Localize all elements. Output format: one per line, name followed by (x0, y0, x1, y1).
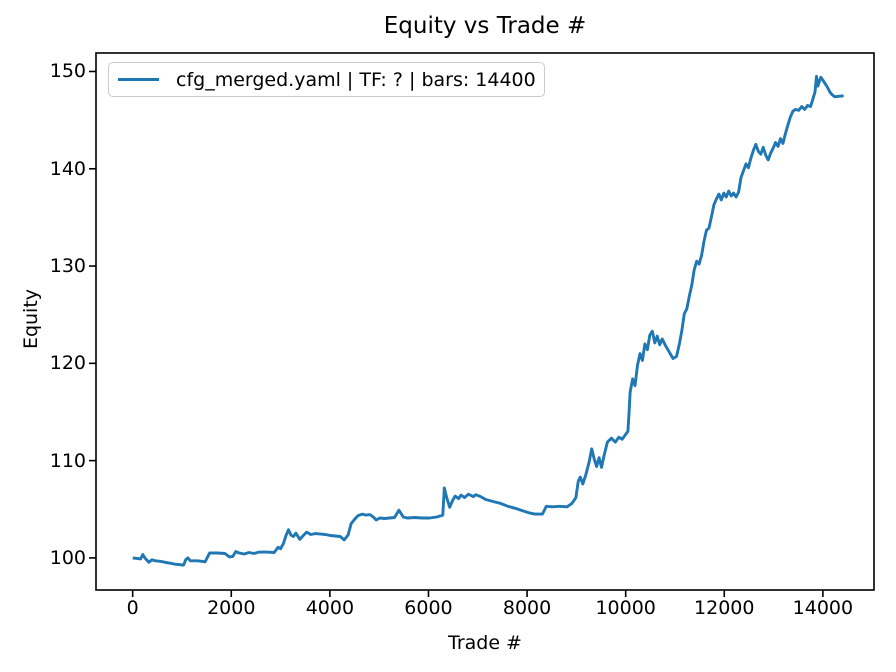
x-tick-label: 2000 (207, 597, 256, 619)
legend-series-label: cfg_merged.yaml | TF: ? | bars: 14400 (176, 68, 536, 91)
legend: cfg_merged.yaml | TF: ? | bars: 14400 (108, 62, 545, 97)
y-tick-label: 110 (49, 449, 86, 472)
x-tick-label: 14000 (792, 597, 854, 619)
x-tick-label: 8000 (502, 597, 552, 619)
x-tick-label: 0 (126, 597, 139, 619)
y-tick-label: 100 (49, 546, 86, 569)
axis-tick-marks (89, 70, 824, 597)
y-tick-label: 120 (49, 352, 86, 375)
y-tick-label: 130 (49, 255, 86, 278)
x-tick-label: 4000 (305, 597, 355, 619)
legend-line-swatch (118, 78, 159, 81)
chart-title: Equity vs Trade # (383, 13, 587, 39)
y-tick-label: 140 (49, 157, 86, 180)
x-tick-label: 6000 (404, 597, 453, 619)
y-tick-label: 150 (49, 60, 86, 83)
axes-frame (95, 52, 875, 591)
x-axis-label: Trade # (448, 632, 522, 654)
x-tick-label: 12000 (694, 597, 755, 619)
x-tick-label: 10000 (595, 597, 656, 619)
equity-line-series (132, 74, 844, 567)
